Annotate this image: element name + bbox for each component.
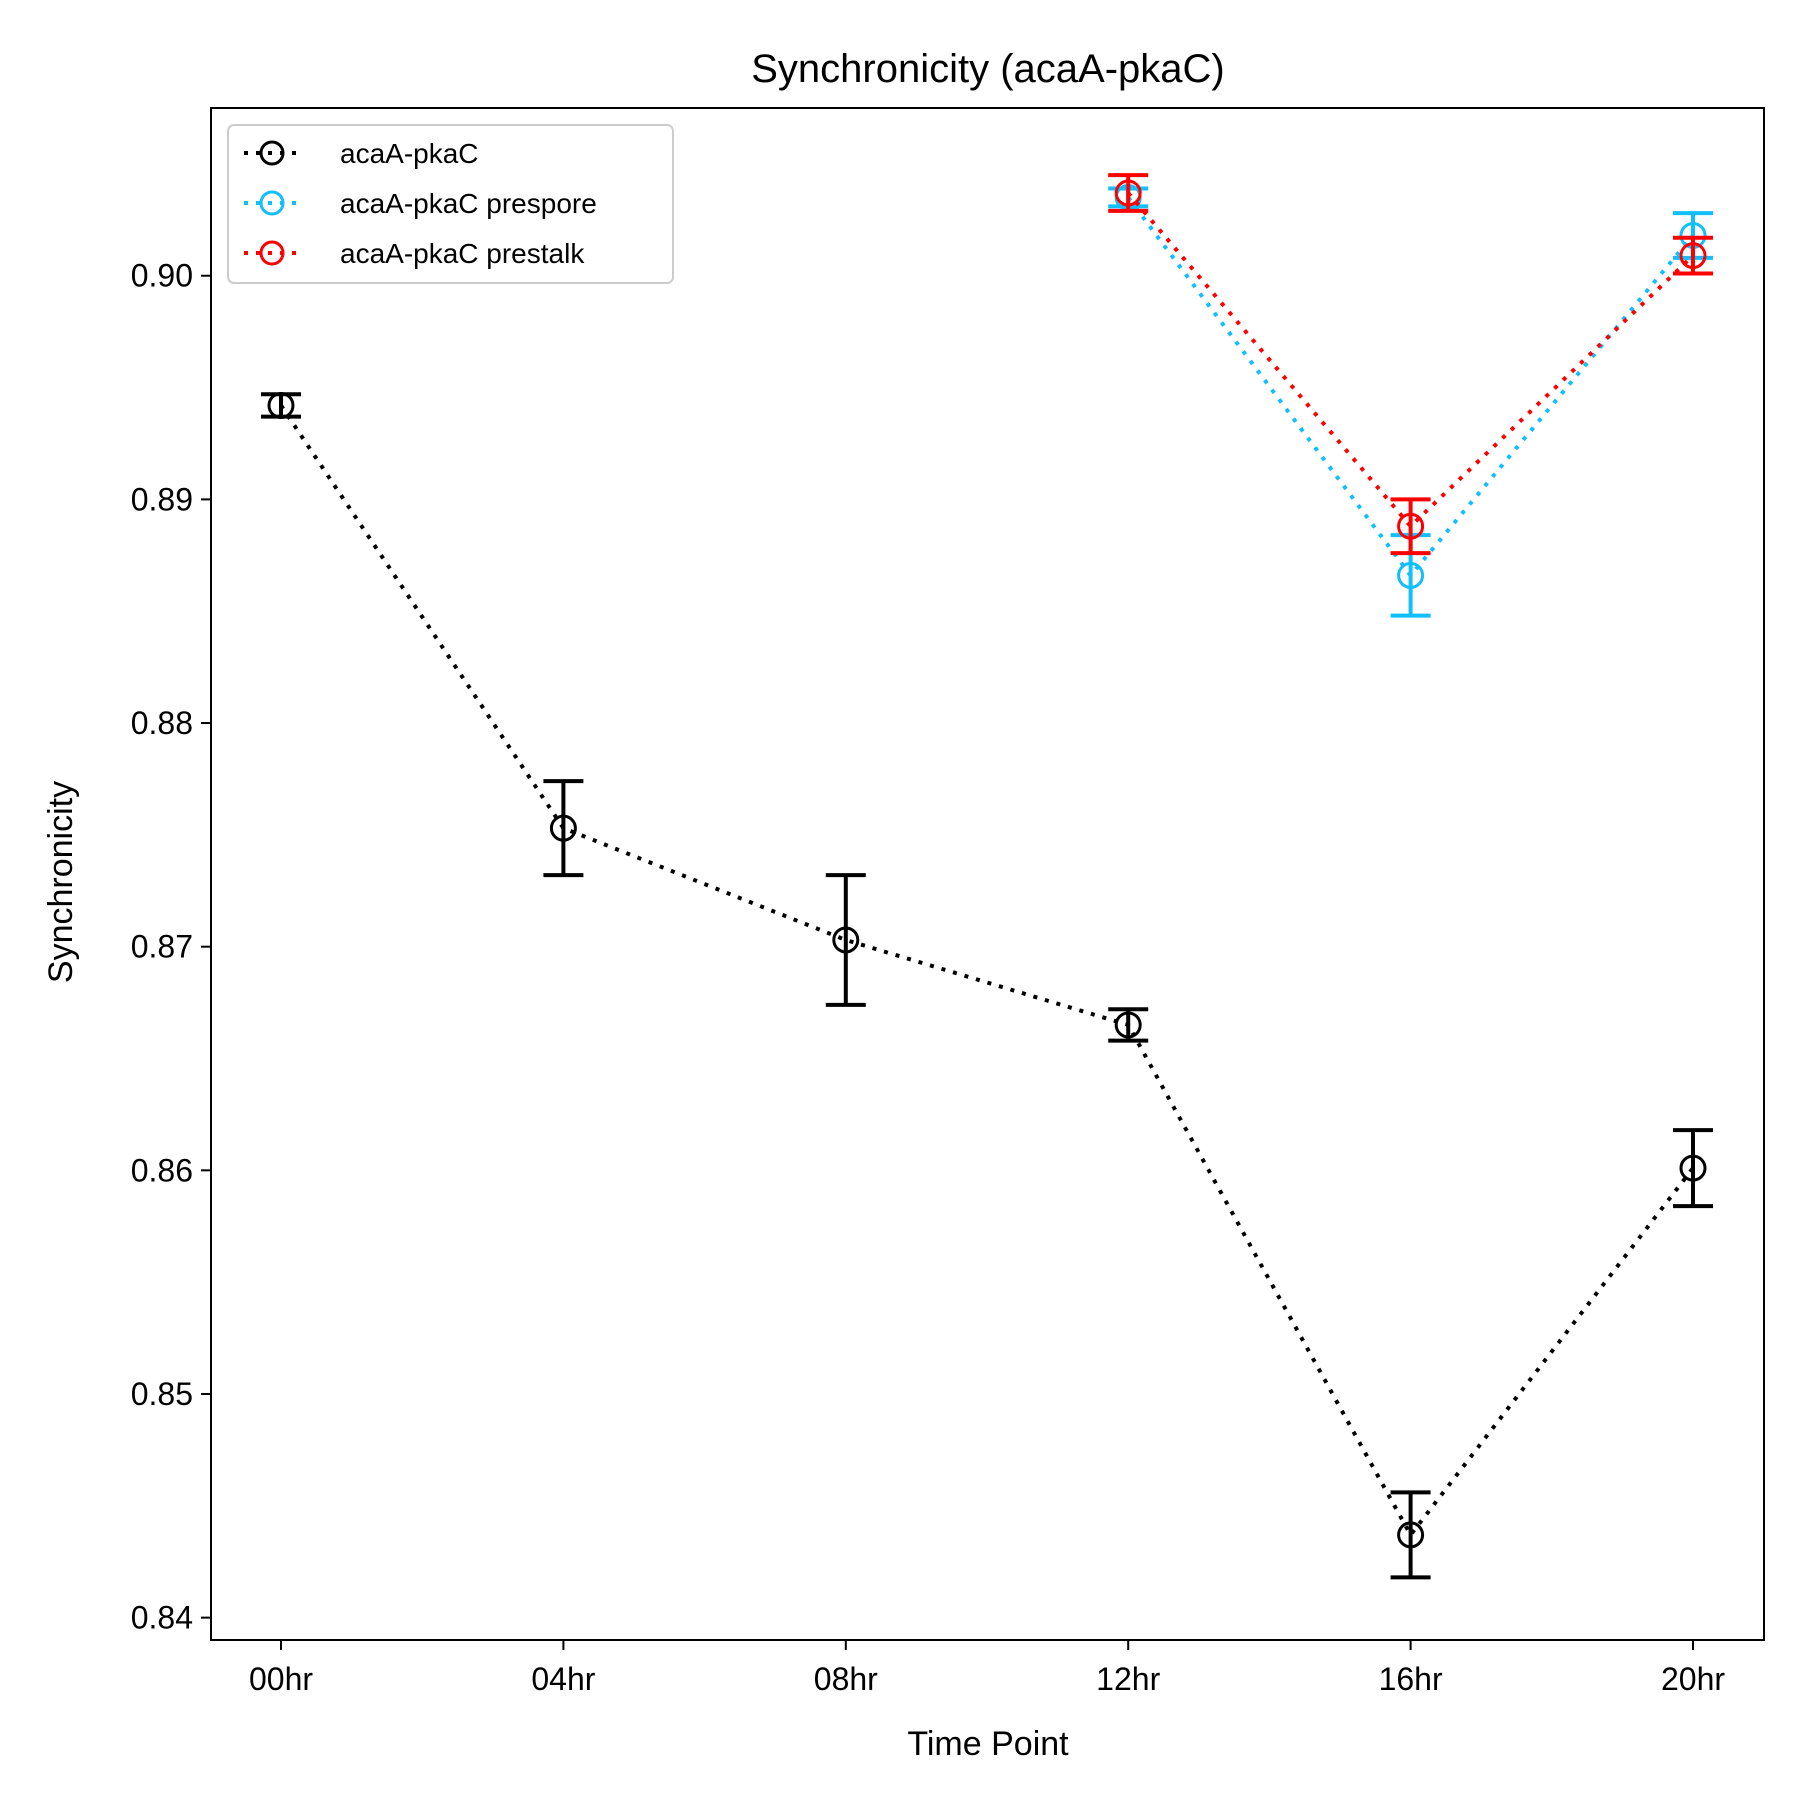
x-tick-label: 04hr [531,1661,595,1697]
data-point [549,814,577,842]
series-0 [261,391,1713,1580]
legend-label: acaA-pkaC prespore [340,188,597,219]
error-bar [261,392,301,419]
legend-label: acaA-pkaC prestalk [340,238,585,269]
legend-label: acaA-pkaC [340,138,479,169]
chart-title: Synchronicity (acaA-pkaC) [751,47,1225,91]
series-line [1126,191,1695,530]
data-point [1397,512,1425,540]
data-point [1679,1154,1707,1182]
y-tick-label: 0.89 [131,481,193,517]
axis-ticks: 00hr 04hr 08hr 12hr 16hr 20hr 0.84 0.85 0.86 0.87… [131,258,1726,1697]
x-tick-label: 08hr [814,1661,878,1697]
x-tick-label: 12hr [1096,1661,1160,1697]
x-tick-label: 00hr [249,1661,313,1697]
data-point [267,391,295,419]
series-2 [1108,173,1713,556]
series-layer [261,173,1713,1580]
data-point [1679,242,1707,270]
legend: acaA-pkaC acaA-pkaC prespore acaA-pkaC pre… [227,124,674,284]
error-bar [1673,1128,1713,1209]
plot-frame [210,107,1765,1641]
legend-item: acaA-pkaC [244,138,479,169]
y-tick-label: 0.87 [131,929,193,965]
x-tick-label: 16hr [1379,1661,1443,1697]
data-point [1114,1011,1142,1039]
x-tick-label: 20hr [1661,1661,1725,1697]
data-point [1114,179,1142,207]
data-point [1397,1521,1425,1549]
series-line [279,404,1695,1539]
y-tick-label: 0.85 [131,1376,193,1412]
x-axis-label: Time Point [907,1725,1069,1763]
error-bar [543,779,584,878]
y-tick-label: 0.90 [131,258,193,294]
y-tick-label: 0.86 [131,1152,193,1188]
data-point [832,926,860,954]
legend-item: acaA-pkaC prespore [244,188,597,219]
error-bar [1390,1490,1431,1580]
y-axis-label: Synchronicity [42,781,80,983]
legend-item: acaA-pkaC prestalk [244,238,585,269]
error-bar [825,873,866,1007]
y-tick-label: 0.88 [131,705,193,741]
legend-box [227,124,674,284]
error-bar [1390,497,1431,556]
y-tick-label: 0.84 [131,1600,193,1636]
data-point [1397,561,1425,589]
error-bar [1108,1007,1149,1043]
